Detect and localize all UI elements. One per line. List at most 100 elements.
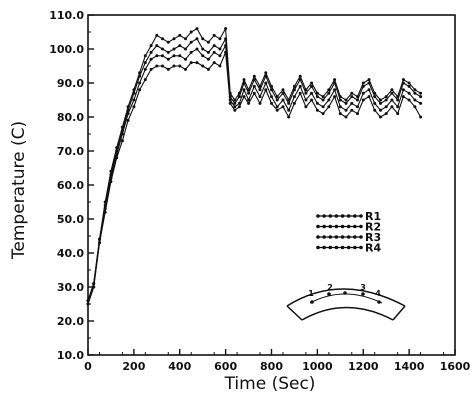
data-point <box>206 57 210 61</box>
data-point <box>138 88 142 92</box>
legend-marker <box>346 214 351 218</box>
legend-marker <box>328 235 333 239</box>
series-R1 <box>86 26 423 303</box>
legend-marker <box>316 224 320 229</box>
data-point <box>298 91 302 95</box>
y-tick-label: 20.0 <box>57 315 84 328</box>
data-point <box>201 37 205 41</box>
y-tick-label: 50.0 <box>57 213 84 226</box>
data-point <box>206 50 210 54</box>
data-point <box>149 44 153 48</box>
legend-item: R1 <box>316 210 381 223</box>
data-point <box>281 105 285 109</box>
data-point <box>143 54 147 58</box>
data-point <box>237 105 241 109</box>
series-R4 <box>86 50 423 306</box>
data-point <box>178 64 182 68</box>
inset-sensor-line <box>309 293 383 304</box>
data-point <box>356 112 359 116</box>
x-axis-ticks: 0 200 400 600 800 1000 1200 1400 1600 <box>84 349 470 373</box>
data-point <box>233 98 237 102</box>
y-tick-label: 90.0 <box>57 77 84 90</box>
data-point <box>247 91 251 95</box>
data-point <box>166 67 170 71</box>
data-point <box>287 108 291 112</box>
data-point <box>252 91 256 95</box>
inset-arc-inner <box>301 306 394 321</box>
data-point <box>384 112 388 116</box>
data-point <box>138 81 142 85</box>
x-tick-label: 0 <box>84 360 92 373</box>
data-point <box>419 115 423 119</box>
data-point <box>132 105 136 109</box>
data-point <box>281 91 285 95</box>
data-point <box>138 74 142 78</box>
data-point <box>178 44 182 48</box>
data-point <box>178 33 182 37</box>
data-point <box>166 40 170 44</box>
data-point <box>396 98 400 102</box>
data-point <box>413 91 417 95</box>
data-point <box>172 37 176 41</box>
legend-marker <box>346 235 351 239</box>
x-tick-label: 1600 <box>440 360 470 373</box>
data-point <box>413 88 417 92</box>
data-point <box>298 78 302 82</box>
data-point <box>228 101 232 105</box>
data-point <box>373 101 377 105</box>
legend-marker <box>316 214 320 218</box>
data-point <box>379 101 382 105</box>
inset-sensor-point <box>361 292 365 296</box>
y-tick-label: 30.0 <box>57 281 84 294</box>
legend-marker <box>353 245 357 250</box>
data-point <box>195 47 199 51</box>
data-point <box>201 64 205 68</box>
data-point <box>126 112 130 116</box>
data-point <box>92 285 96 289</box>
x-tick-label: 400 <box>168 360 191 373</box>
y-tick-label: 100.0 <box>49 43 84 56</box>
legend-marker <box>359 245 363 250</box>
data-point <box>407 81 411 85</box>
data-point <box>361 81 365 85</box>
legend-marker <box>353 224 357 229</box>
data-point <box>233 101 237 105</box>
x-tick-label: 1000 <box>302 360 333 373</box>
y-tick-label: 80.0 <box>57 111 84 124</box>
data-point <box>270 88 273 92</box>
x-tick-label: 1400 <box>394 360 425 373</box>
data-point <box>120 132 124 136</box>
legend-marker <box>346 245 351 250</box>
data-point <box>172 64 176 68</box>
data-point <box>298 74 302 78</box>
data-point <box>212 44 216 48</box>
data-point <box>327 88 331 92</box>
legend-marker <box>340 224 345 229</box>
x-axis-label: Time (Sec) <box>224 374 316 394</box>
inset-sensor-label: 1 <box>308 289 314 298</box>
legend-label: R2 <box>365 221 381 234</box>
legend-marker <box>322 235 326 239</box>
data-point <box>212 33 216 37</box>
data-point <box>252 74 256 78</box>
data-point <box>172 54 176 58</box>
legend-marker <box>328 224 333 229</box>
data-point <box>270 101 273 105</box>
data-point <box>396 112 400 116</box>
data-point <box>224 50 228 54</box>
data-point <box>212 50 216 54</box>
data-point <box>178 54 182 58</box>
data-point <box>379 115 382 119</box>
data-point <box>390 98 394 102</box>
data-point <box>419 95 423 99</box>
x-tick-label: 200 <box>122 360 145 373</box>
data-point <box>281 98 285 102</box>
legend-marker <box>316 245 320 250</box>
data-point <box>292 95 296 99</box>
data-point <box>184 37 187 41</box>
data-point <box>155 54 159 58</box>
data-point <box>338 98 342 102</box>
data-point <box>304 91 308 95</box>
data-point <box>126 118 130 122</box>
data-point <box>247 101 251 105</box>
